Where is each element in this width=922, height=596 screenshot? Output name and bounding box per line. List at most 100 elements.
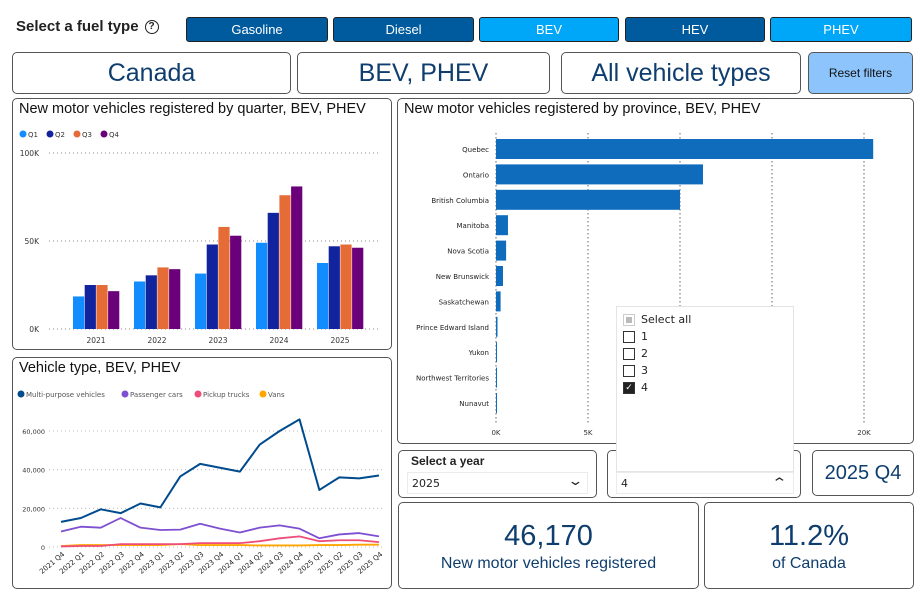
fuel-button-phev[interactable]: PHEV: [770, 17, 912, 42]
legend-item: Q3: [73, 130, 92, 139]
bar: [496, 189, 680, 210]
bar: [496, 291, 501, 312]
checkbox[interactable]: [623, 347, 635, 360]
chart-title: Vehicle type, BEV, PHEV: [19, 360, 181, 376]
y-tick-label: 60,000: [22, 428, 45, 436]
legend-item: Q4: [100, 130, 120, 139]
x-tick-label: 0K: [491, 429, 500, 437]
bar: [328, 246, 340, 329]
chevron-down-icon: ⌄: [567, 474, 584, 489]
bar: [256, 242, 268, 329]
y-tick-label: Ontario: [463, 171, 489, 179]
kpi-value: 11.2%: [768, 520, 850, 552]
year-slicer: Select a year 2025 ⌄: [398, 450, 597, 498]
bar: [496, 266, 503, 286]
quarter-bar-chart: Q1 Q2 Q3 Q4 0K 50K 100K 2021 2022 2023 2024 2025: [19, 130, 381, 345]
series-line: [60, 418, 380, 523]
quarter-dropdown-list: Select all 1 2 3 ✓ 4: [616, 306, 794, 472]
legend-label: Q2: [55, 131, 65, 139]
option-label: 1: [641, 330, 648, 343]
legend-label: Q1: [28, 131, 38, 139]
checkbox[interactable]: [623, 330, 635, 343]
question-circle-icon[interactable]: ?: [144, 19, 159, 34]
bar: [195, 273, 207, 329]
x-tick-label: 5K: [583, 429, 592, 437]
fuel-type-label: Select a fuel type?: [16, 18, 159, 35]
y-tick-label: 0: [41, 544, 45, 552]
bar: [496, 367, 497, 388]
quarter-option[interactable]: 3: [623, 362, 787, 379]
reset-filters-button[interactable]: Reset filters: [808, 52, 913, 94]
checkbox[interactable]: [623, 364, 635, 377]
legend-marker: [46, 130, 54, 138]
bar: [218, 226, 230, 329]
quarter-option[interactable]: 2: [623, 345, 787, 362]
option-label: Select all: [641, 313, 692, 326]
x-tick-label: 2025: [330, 336, 349, 345]
series-line: [60, 517, 380, 540]
fuel-button-bev[interactable]: BEV: [479, 17, 619, 42]
legend-label: Passenger cars: [130, 391, 183, 399]
quarter-option[interactable]: Select all: [623, 311, 787, 328]
legend-item: Q1: [19, 130, 38, 139]
bar: [496, 139, 874, 159]
legend-item: Pickup trucks: [194, 390, 250, 399]
legend-item: Vans: [259, 390, 285, 399]
quarter-dropdown[interactable]: 4 ⌃: [616, 472, 794, 494]
period-card: 2025 Q4: [812, 450, 914, 496]
vehicle-type-line-chart: Multi-purpose vehicles Passenger cars Pick…: [17, 390, 385, 576]
bar: [496, 240, 507, 261]
quarter-option[interactable]: ✓ 4: [623, 379, 787, 396]
option-label: 3: [641, 364, 648, 377]
bar: [340, 244, 352, 329]
bar: [145, 275, 157, 329]
series-line: [60, 535, 380, 548]
legend-label: Vans: [268, 391, 285, 399]
bar: [267, 212, 279, 329]
y-tick-label: 20,000: [22, 505, 45, 513]
bar: [496, 342, 497, 363]
chart-title: New motor vehicles registered by provinc…: [404, 101, 761, 117]
legend-marker: [121, 390, 129, 398]
bar: [206, 244, 218, 329]
option-label: 4: [641, 381, 648, 394]
share-kpi-card: 11.2% of Canada: [704, 502, 914, 589]
legend-label: Q4: [109, 131, 120, 139]
bar: [291, 186, 303, 329]
quarter-bar-chart-panel: New motor vehicles registered by quarter…: [12, 98, 392, 350]
bar: [496, 215, 508, 236]
fuel-filter-card[interactable]: BEV, PHEV: [297, 52, 550, 94]
fuel-button-diesel[interactable]: Diesel: [333, 17, 474, 42]
fuel-button-hev[interactable]: HEV: [625, 17, 765, 42]
legend-item: Q2: [46, 130, 65, 139]
bar: [108, 291, 120, 329]
bar: [496, 393, 497, 413]
kpi-label: New motor vehicles registered: [440, 555, 657, 572]
bar: [317, 263, 329, 329]
quarter-option[interactable]: 1: [623, 328, 787, 345]
checkbox[interactable]: ✓: [623, 381, 635, 394]
legend-marker: [19, 130, 27, 138]
legend-marker: [17, 390, 25, 398]
bar: [279, 195, 291, 329]
chevron-up-icon: ⌃: [771, 476, 788, 491]
vehicle-type-filter-card[interactable]: All vehicle types: [561, 52, 801, 94]
vehicle-type-line-chart-panel: Vehicle type, BEV, PHEV Multi-purpose ve…: [12, 357, 392, 589]
year-dropdown[interactable]: 2025 ⌄: [407, 472, 588, 494]
legend-marker: [100, 130, 108, 138]
x-tick-label: 2022: [147, 336, 166, 345]
y-tick-label: 0K: [29, 325, 40, 334]
y-tick-label: Northwest Territories: [416, 375, 489, 383]
legend-label: Q3: [82, 131, 92, 139]
checkbox[interactable]: [623, 313, 635, 326]
bar: [230, 235, 242, 329]
y-tick-label: Nova Scotia: [447, 248, 489, 256]
legend-marker: [259, 390, 267, 398]
x-tick-label: 2024: [269, 336, 288, 345]
y-tick-label: Saskatchewan: [439, 298, 489, 306]
legend-item: Passenger cars: [121, 390, 183, 399]
legend-item: Multi-purpose vehicles: [17, 390, 105, 399]
bar: [496, 164, 703, 185]
fuel-button-gasoline[interactable]: Gasoline: [186, 17, 328, 42]
region-filter-card[interactable]: Canada: [12, 52, 291, 94]
